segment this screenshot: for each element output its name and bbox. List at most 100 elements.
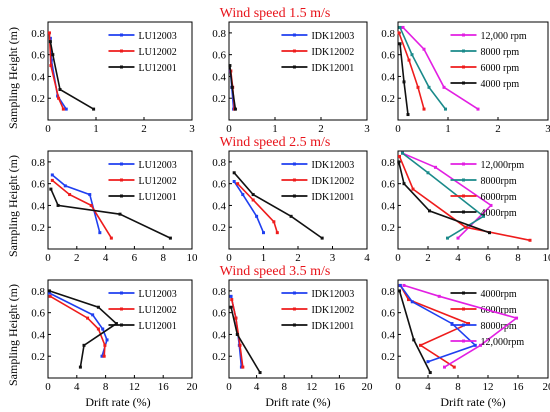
legend-marker [462,81,465,85]
x-tick-label: 10 [187,252,199,264]
data-point [92,107,96,111]
x-axis-label-col-3: Drift rate (%) [440,395,505,409]
row-title-3: Wind speed 3.5 m/s [220,264,331,279]
legend-marker [119,178,123,182]
data-point [452,365,456,369]
series-line [51,174,101,233]
x-tick-label: 8 [281,381,287,393]
data-point [233,107,237,111]
data-point [251,198,255,202]
y-tick-label: 0.4 [381,200,395,212]
x-axis-label-col-1: Drift rate (%) [85,395,150,409]
data-point [456,236,460,240]
panel-3: 0 1 2 3 0.2 0.4 0.6 0.8 12,000 rpm 8000 rpm 6000 r… [381,21,550,135]
data-point [47,291,51,295]
data-point [251,193,255,197]
x-tick-label: 0 [226,252,232,264]
legend-label: 6000 rpm [481,63,520,74]
x-tick-label: 2 [495,123,501,135]
y-tick-label: 0.4 [212,200,226,212]
series-line [402,26,479,110]
data-point [320,236,324,240]
legend-marker [119,323,123,327]
x-tick-label: 0 [45,123,51,135]
legend-label: LU12001 [138,192,176,203]
data-point [289,214,293,218]
data-point [402,283,406,287]
legend-marker [462,162,465,166]
panel-8: 0 4 8 12 16 20 0.2 0.4 0.6 0.8 IDK12003 IDK12002 IDK… [212,279,374,393]
data-point [49,187,53,191]
data-point [422,47,426,51]
data-point [232,179,236,183]
y-tick-label: 0.4 [31,200,45,212]
x-tick-label: 0 [226,123,232,135]
data-point [101,327,105,331]
series-line [231,299,244,368]
legend-marker [292,65,296,69]
x-tick-label: 8 [455,381,461,393]
data-point [86,316,90,320]
y-axis-label-row-1: Sampling Height (m) [6,27,20,129]
y-tick-label: 0.2 [212,351,226,363]
panel-5: 0 1 2 3 4 0.2 0.4 0.6 0.8 IDK12003 IDK12002 IDK1200… [212,150,370,264]
data-point [228,64,232,68]
data-point [103,343,107,347]
plot-frame [47,21,193,121]
data-point [51,53,55,57]
y-tick-label: 0.8 [381,28,395,40]
data-point [443,365,446,369]
data-point [479,343,482,347]
data-point [47,289,51,293]
data-point [410,53,414,57]
data-point [61,107,65,111]
legend-marker [462,210,465,214]
data-point [98,231,102,235]
x-tick-label: 6 [132,252,138,264]
x-tick-label: 0 [226,381,232,393]
x-tick-label: 20 [362,381,374,393]
legend-label: IDK12003 [311,289,354,300]
data-point [258,371,262,375]
data-point [272,220,276,224]
plot-frame [228,279,368,379]
legend-label: IDK12001 [311,321,354,332]
data-point [105,338,109,342]
x-tick-label: 8 [103,381,109,393]
y-tick-label: 0.6 [212,50,226,62]
y-tick-label: 0.6 [381,179,395,191]
data-point [238,343,242,347]
legend-label: 12,000rpm [481,337,525,348]
plot-frame [47,150,193,250]
x-tick-label: 2 [141,123,147,135]
x-tick-label: 3 [545,123,550,135]
data-point [168,236,172,240]
y-tick-label: 0.4 [31,71,45,83]
data-point [229,305,233,309]
data-point [402,182,406,186]
x-tick-label: 1 [93,123,99,135]
data-point [109,236,113,240]
x-tick-label: 0 [395,252,401,264]
y-tick-label: 0.6 [31,179,45,191]
legend-marker [292,194,296,198]
y-tick-label: 0.8 [212,157,226,169]
series-line [48,32,65,110]
y-tick-label: 0.2 [212,93,226,105]
series-line [49,41,95,110]
x-tick-label: 0 [45,381,51,393]
plot-frame [397,21,549,121]
x-tick-label: 8 [160,252,166,264]
data-point [419,343,422,347]
legend-marker [119,65,123,69]
data-point [230,85,234,89]
data-point [50,178,54,182]
x-tick-label: 4 [254,381,260,393]
row-title-2: Wind speed 2.5 m/s [220,135,331,150]
data-point [96,327,100,331]
plot-frame [397,279,549,379]
data-point [437,294,441,298]
data-point [91,313,95,317]
y-tick-label: 0.6 [381,308,395,320]
